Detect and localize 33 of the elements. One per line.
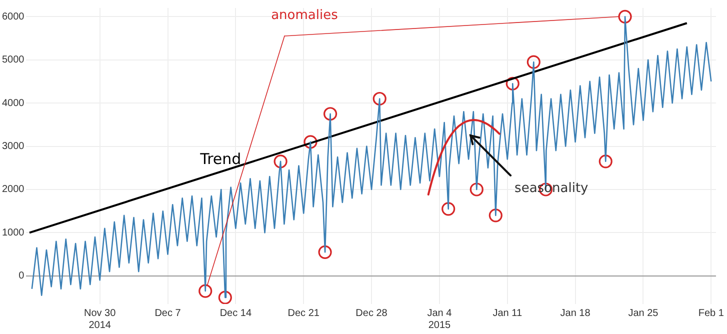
point [618, 10, 632, 24]
series-label: Trend [200, 150, 242, 168]
point [526, 55, 540, 69]
x-tick-label: Dec 21 [288, 308, 320, 319]
point [442, 202, 456, 216]
point [274, 154, 288, 168]
x-tick-label: Jan 11 [492, 308, 522, 319]
x-tick-label: Feb 1 [698, 308, 724, 319]
x-tick-label: Jan 18 [560, 308, 591, 319]
x-tick-label: Dec 7 [154, 308, 182, 319]
y-tick-label: 4000 [2, 98, 25, 109]
point [198, 284, 212, 298]
x-tick-label: Dec 28 [356, 308, 388, 319]
x-tick-label: Dec 14 [220, 308, 252, 319]
y-tick-label: 6000 [2, 11, 25, 22]
point [470, 182, 484, 196]
x-tick-label: Nov 30 2014 [84, 308, 116, 331]
x-tick-label: Jan 4 2015 [427, 308, 452, 331]
point [323, 107, 338, 121]
point [218, 290, 232, 304]
text: anomalies [271, 8, 338, 23]
y-tick-label: 3000 [2, 141, 25, 152]
x-tick-label: Jan 25 [628, 308, 659, 319]
y-tick-label: 1000 [2, 227, 25, 238]
y-tick-label: 0 [18, 270, 25, 282]
point [598, 154, 612, 168]
point [488, 208, 502, 222]
point [318, 245, 332, 259]
point [506, 76, 520, 90]
point [372, 92, 386, 106]
y-tick-label: 2000 [2, 184, 25, 196]
y-tick-label: 5000 [2, 54, 25, 66]
point [304, 135, 318, 149]
